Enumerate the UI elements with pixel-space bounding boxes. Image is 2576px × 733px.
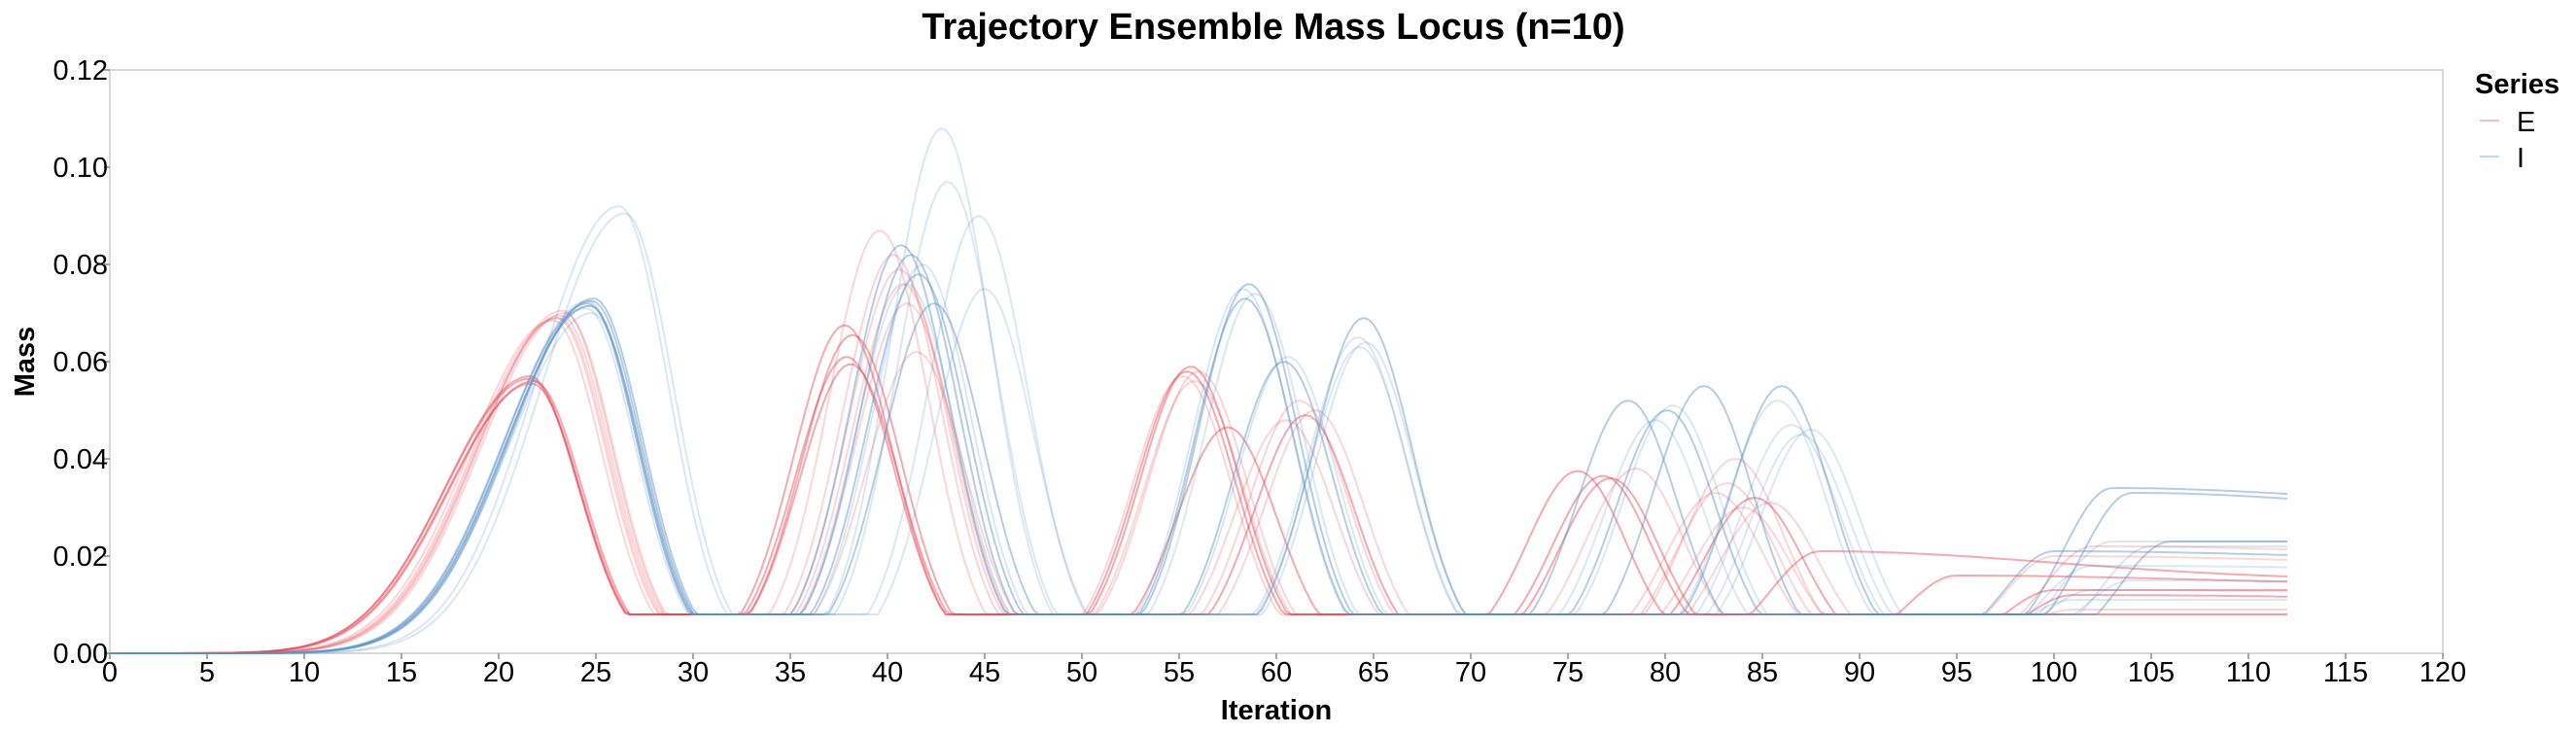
x-tick-label: 20 bbox=[483, 657, 514, 688]
series-i-run-6-line bbox=[110, 127, 2287, 654]
x-tick-label: 105 bbox=[2128, 657, 2175, 688]
series-e-run-10-line bbox=[110, 302, 2287, 654]
x-tick-label: 55 bbox=[1164, 657, 1195, 688]
x-tick-label: 100 bbox=[2031, 657, 2077, 688]
legend-title: Series bbox=[2475, 69, 2559, 100]
x-tick-label: 65 bbox=[1358, 657, 1389, 688]
series-e-run-7-line bbox=[110, 283, 2287, 654]
x-tick-label: 35 bbox=[775, 657, 806, 688]
x-tick-label: 85 bbox=[1747, 657, 1778, 688]
y-tick-label: 0.12 bbox=[53, 55, 108, 87]
x-tick-label: 25 bbox=[580, 657, 611, 688]
series-i-run-10-line bbox=[110, 263, 2287, 654]
series-i-run-4-line bbox=[110, 297, 2288, 654]
x-tick-label: 70 bbox=[1455, 657, 1486, 688]
series-i-run-1-line bbox=[110, 244, 2288, 654]
y-tick-label: 0.02 bbox=[53, 541, 108, 573]
series-i-run-7-line bbox=[110, 181, 2287, 654]
x-tick-label: 75 bbox=[1552, 657, 1584, 688]
legend-label-i: I bbox=[2517, 143, 2524, 174]
x-tick-label: 80 bbox=[1650, 657, 1681, 688]
x-tick-label: 10 bbox=[289, 657, 320, 688]
x-tick-label: 90 bbox=[1844, 657, 1875, 688]
x-axis-title: Iteration bbox=[1221, 695, 1332, 726]
x-tick-label: 110 bbox=[2226, 657, 2271, 688]
series-e-run-2-line bbox=[110, 333, 2288, 654]
series-i-run-2-line bbox=[110, 254, 2288, 654]
series-i-run-3-line bbox=[110, 273, 2287, 654]
y-tick-label: 0.08 bbox=[53, 250, 108, 281]
x-tick-label: 30 bbox=[678, 657, 709, 688]
y-tick-label: 0.06 bbox=[53, 347, 108, 378]
x-tick-label: 95 bbox=[1941, 657, 1972, 688]
series-layer bbox=[110, 127, 2288, 654]
x-tick-label: 0 bbox=[102, 657, 118, 688]
x-tick-label: 5 bbox=[199, 657, 215, 688]
y-tick-label: 0.00 bbox=[53, 639, 108, 670]
x-tick-label: 60 bbox=[1261, 657, 1292, 688]
x-tick-label: 115 bbox=[2323, 657, 2368, 688]
y-tick-label: 0.10 bbox=[53, 153, 108, 184]
chart-title: Trajectory Ensemble Mass Locus (n=10) bbox=[922, 7, 1624, 48]
y-axis-title: Mass bbox=[10, 327, 41, 398]
y-axis: 0.00 0.02 0.04 0.06 0.08 0.10 0.12 bbox=[53, 55, 110, 670]
series-e-run-3-line bbox=[110, 356, 2287, 654]
series-i-run-5-line bbox=[110, 283, 2288, 654]
series-e-run-4-line bbox=[110, 363, 2287, 654]
legend: Series E I bbox=[2475, 69, 2559, 174]
series-i-run-8-line bbox=[110, 215, 2288, 654]
legend-label-e: E bbox=[2517, 107, 2535, 138]
series-i-run-9-line bbox=[110, 288, 2288, 654]
series-e-run-1-line bbox=[110, 324, 2288, 654]
x-tick-label: 40 bbox=[872, 657, 903, 688]
series-e-run-9-line bbox=[110, 268, 2287, 654]
x-axis: 0 5 10 15 20 25 30 35 40 45 50 55 60 65 70 75 80 85 90 95 10… bbox=[102, 653, 2466, 688]
series-e-run-5-line bbox=[110, 229, 2288, 654]
x-tick-label: 15 bbox=[386, 657, 417, 688]
series-e-run-8-line bbox=[110, 317, 2287, 654]
x-tick-label: 45 bbox=[969, 657, 1000, 688]
series-e-run-6-line bbox=[110, 254, 2288, 654]
x-tick-label: 120 bbox=[2419, 657, 2466, 688]
y-tick-label: 0.04 bbox=[53, 444, 108, 475]
x-tick-label: 50 bbox=[1066, 657, 1097, 688]
